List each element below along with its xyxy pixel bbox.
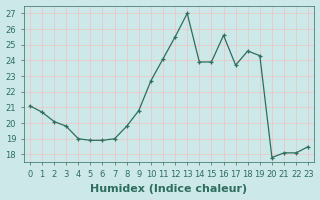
X-axis label: Humidex (Indice chaleur): Humidex (Indice chaleur) — [91, 184, 248, 194]
